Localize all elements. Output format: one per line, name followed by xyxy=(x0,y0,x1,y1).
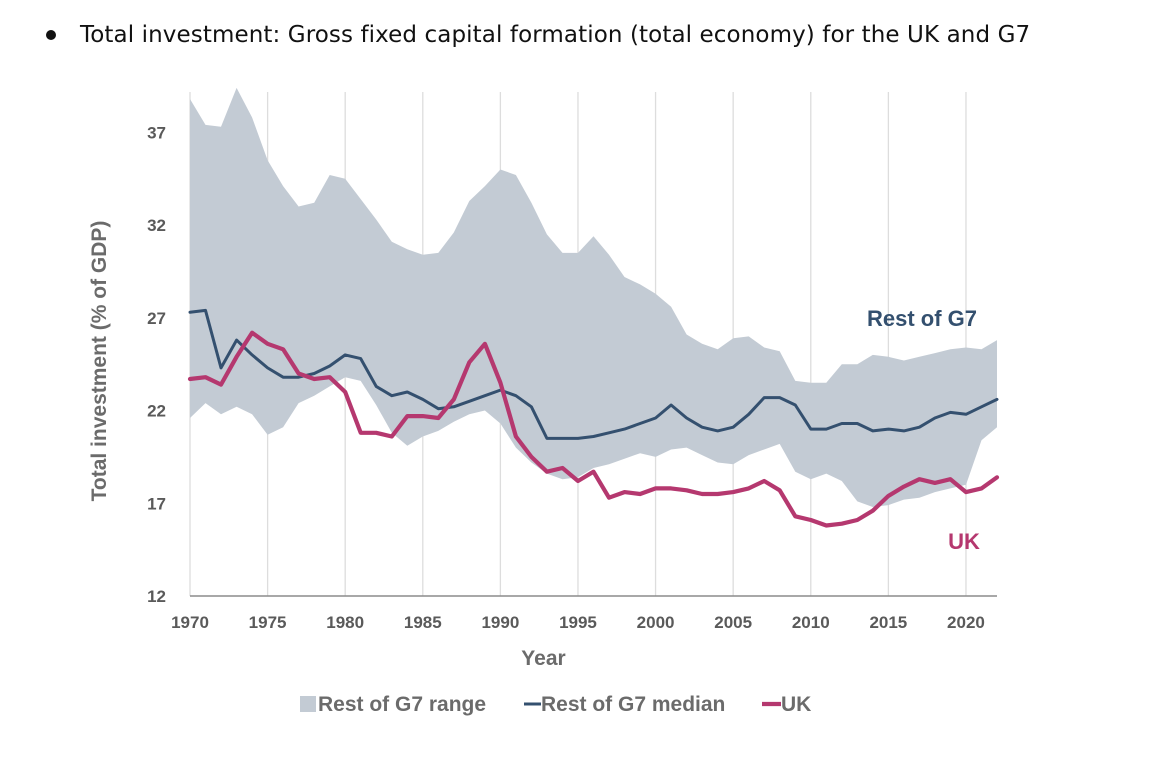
range-band-layer xyxy=(190,87,997,508)
legend-median-label: Rest of G7 median xyxy=(541,693,725,716)
x-tick-label-1980: 1980 xyxy=(326,613,364,632)
x-axis-title: Year xyxy=(521,647,565,670)
annotation-rest-of-g7: Rest of G7 xyxy=(867,306,977,331)
x-tick-labels: 1970 1975 1980 1985 1990 1995 2000 2005 2010 2015… xyxy=(171,613,985,632)
y-tick-label-27: 27 xyxy=(147,309,166,328)
x-tick-label-1975: 1975 xyxy=(249,613,287,632)
y-tick-label-37: 37 xyxy=(147,123,166,142)
series-uk xyxy=(187,330,1000,528)
x-tick-label-1970: 1970 xyxy=(171,613,209,632)
bullet-dot-icon xyxy=(46,30,56,40)
x-tick-label-1995: 1995 xyxy=(559,613,597,632)
bullet-text: Total investment: Gross fixed capital fo… xyxy=(80,22,1031,48)
x-tick-label-1985: 1985 xyxy=(404,613,442,632)
y-axis-title: Total investment (% of GDP) xyxy=(88,221,111,502)
x-tick-label-2005: 2005 xyxy=(714,613,752,632)
bullet-item: Total investment: Gross fixed capital fo… xyxy=(46,22,1030,48)
y-tick-labels: 12 17 22 27 32 37 xyxy=(147,123,166,606)
legend-uk-label: UK xyxy=(781,693,811,716)
series-rest-of-g7-median xyxy=(188,308,999,440)
x-tick-label-2020: 2020 xyxy=(947,613,985,632)
x-tick-label-2000: 2000 xyxy=(637,613,675,632)
annotation-uk: UK xyxy=(948,529,980,554)
x-tick-label-2010: 2010 xyxy=(792,613,830,632)
y-tick-label-32: 32 xyxy=(147,216,166,235)
legend: Rest of G7 range Rest of G7 median UK xyxy=(300,693,811,716)
x-tick-label-1990: 1990 xyxy=(481,613,519,632)
legend-range-label: Rest of G7 range xyxy=(318,693,486,716)
y-tick-label-22: 22 xyxy=(147,402,166,421)
series-lines xyxy=(187,308,1000,528)
y-tick-label-17: 17 xyxy=(147,494,166,513)
y-tick-label-12: 12 xyxy=(147,587,166,606)
legend-range-swatch xyxy=(300,696,316,712)
series-rest-of-g7-range xyxy=(190,87,997,508)
x-tick-label-2015: 2015 xyxy=(869,613,907,632)
